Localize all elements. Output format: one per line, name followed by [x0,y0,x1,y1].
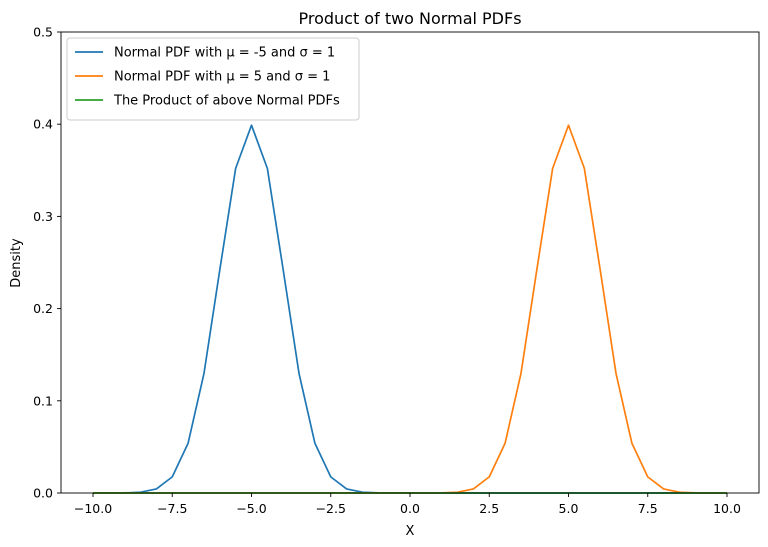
x-tick-label: −7.5 [157,501,187,516]
y-tick-label: 0.1 [33,393,53,408]
y-tick-label: 0.4 [33,117,53,132]
x-tick-label: 0.0 [400,501,420,516]
y-axis-label: Density [9,238,24,288]
legend-entry-label: Normal PDF with μ = -5 and σ = 1 [114,46,335,61]
legend-entry-label: Normal PDF with μ = 5 and σ = 1 [114,70,330,85]
legend: Normal PDF with μ = -5 and σ = 1 Normal P… [66,37,360,121]
series-line-2 [93,124,728,494]
y-axis-ticks: 0.0 0.1 0.2 0.3 0.4 0.5 [33,25,61,501]
y-tick-label: 0.3 [33,209,53,224]
legend-entry-label: The Product of above Normal PDFs [113,94,340,109]
y-tick-label: 0.0 [33,486,53,501]
x-tick-label: −5.0 [236,501,266,516]
x-axis-label: X [406,524,415,539]
x-tick-label: 7.5 [638,501,658,516]
x-tick-label: 10.0 [713,501,741,516]
x-tick-label: −2.5 [316,501,346,516]
x-tick-label: −10.0 [74,501,112,516]
x-tick-label: 5.0 [559,501,579,516]
chart-title: Product of two Normal PDFs [298,9,521,28]
y-tick-label: 0.5 [33,25,53,40]
x-tick-label: 2.5 [479,501,499,516]
series-line-1 [92,124,727,494]
legend-box [66,37,360,121]
x-axis-ticks: −10.0 −7.5 −5.0 −2.5 0.0 2.5 5.0 7.5 10.0 [74,493,741,516]
y-tick-label: 0.2 [33,301,53,316]
plot-area [92,124,728,494]
